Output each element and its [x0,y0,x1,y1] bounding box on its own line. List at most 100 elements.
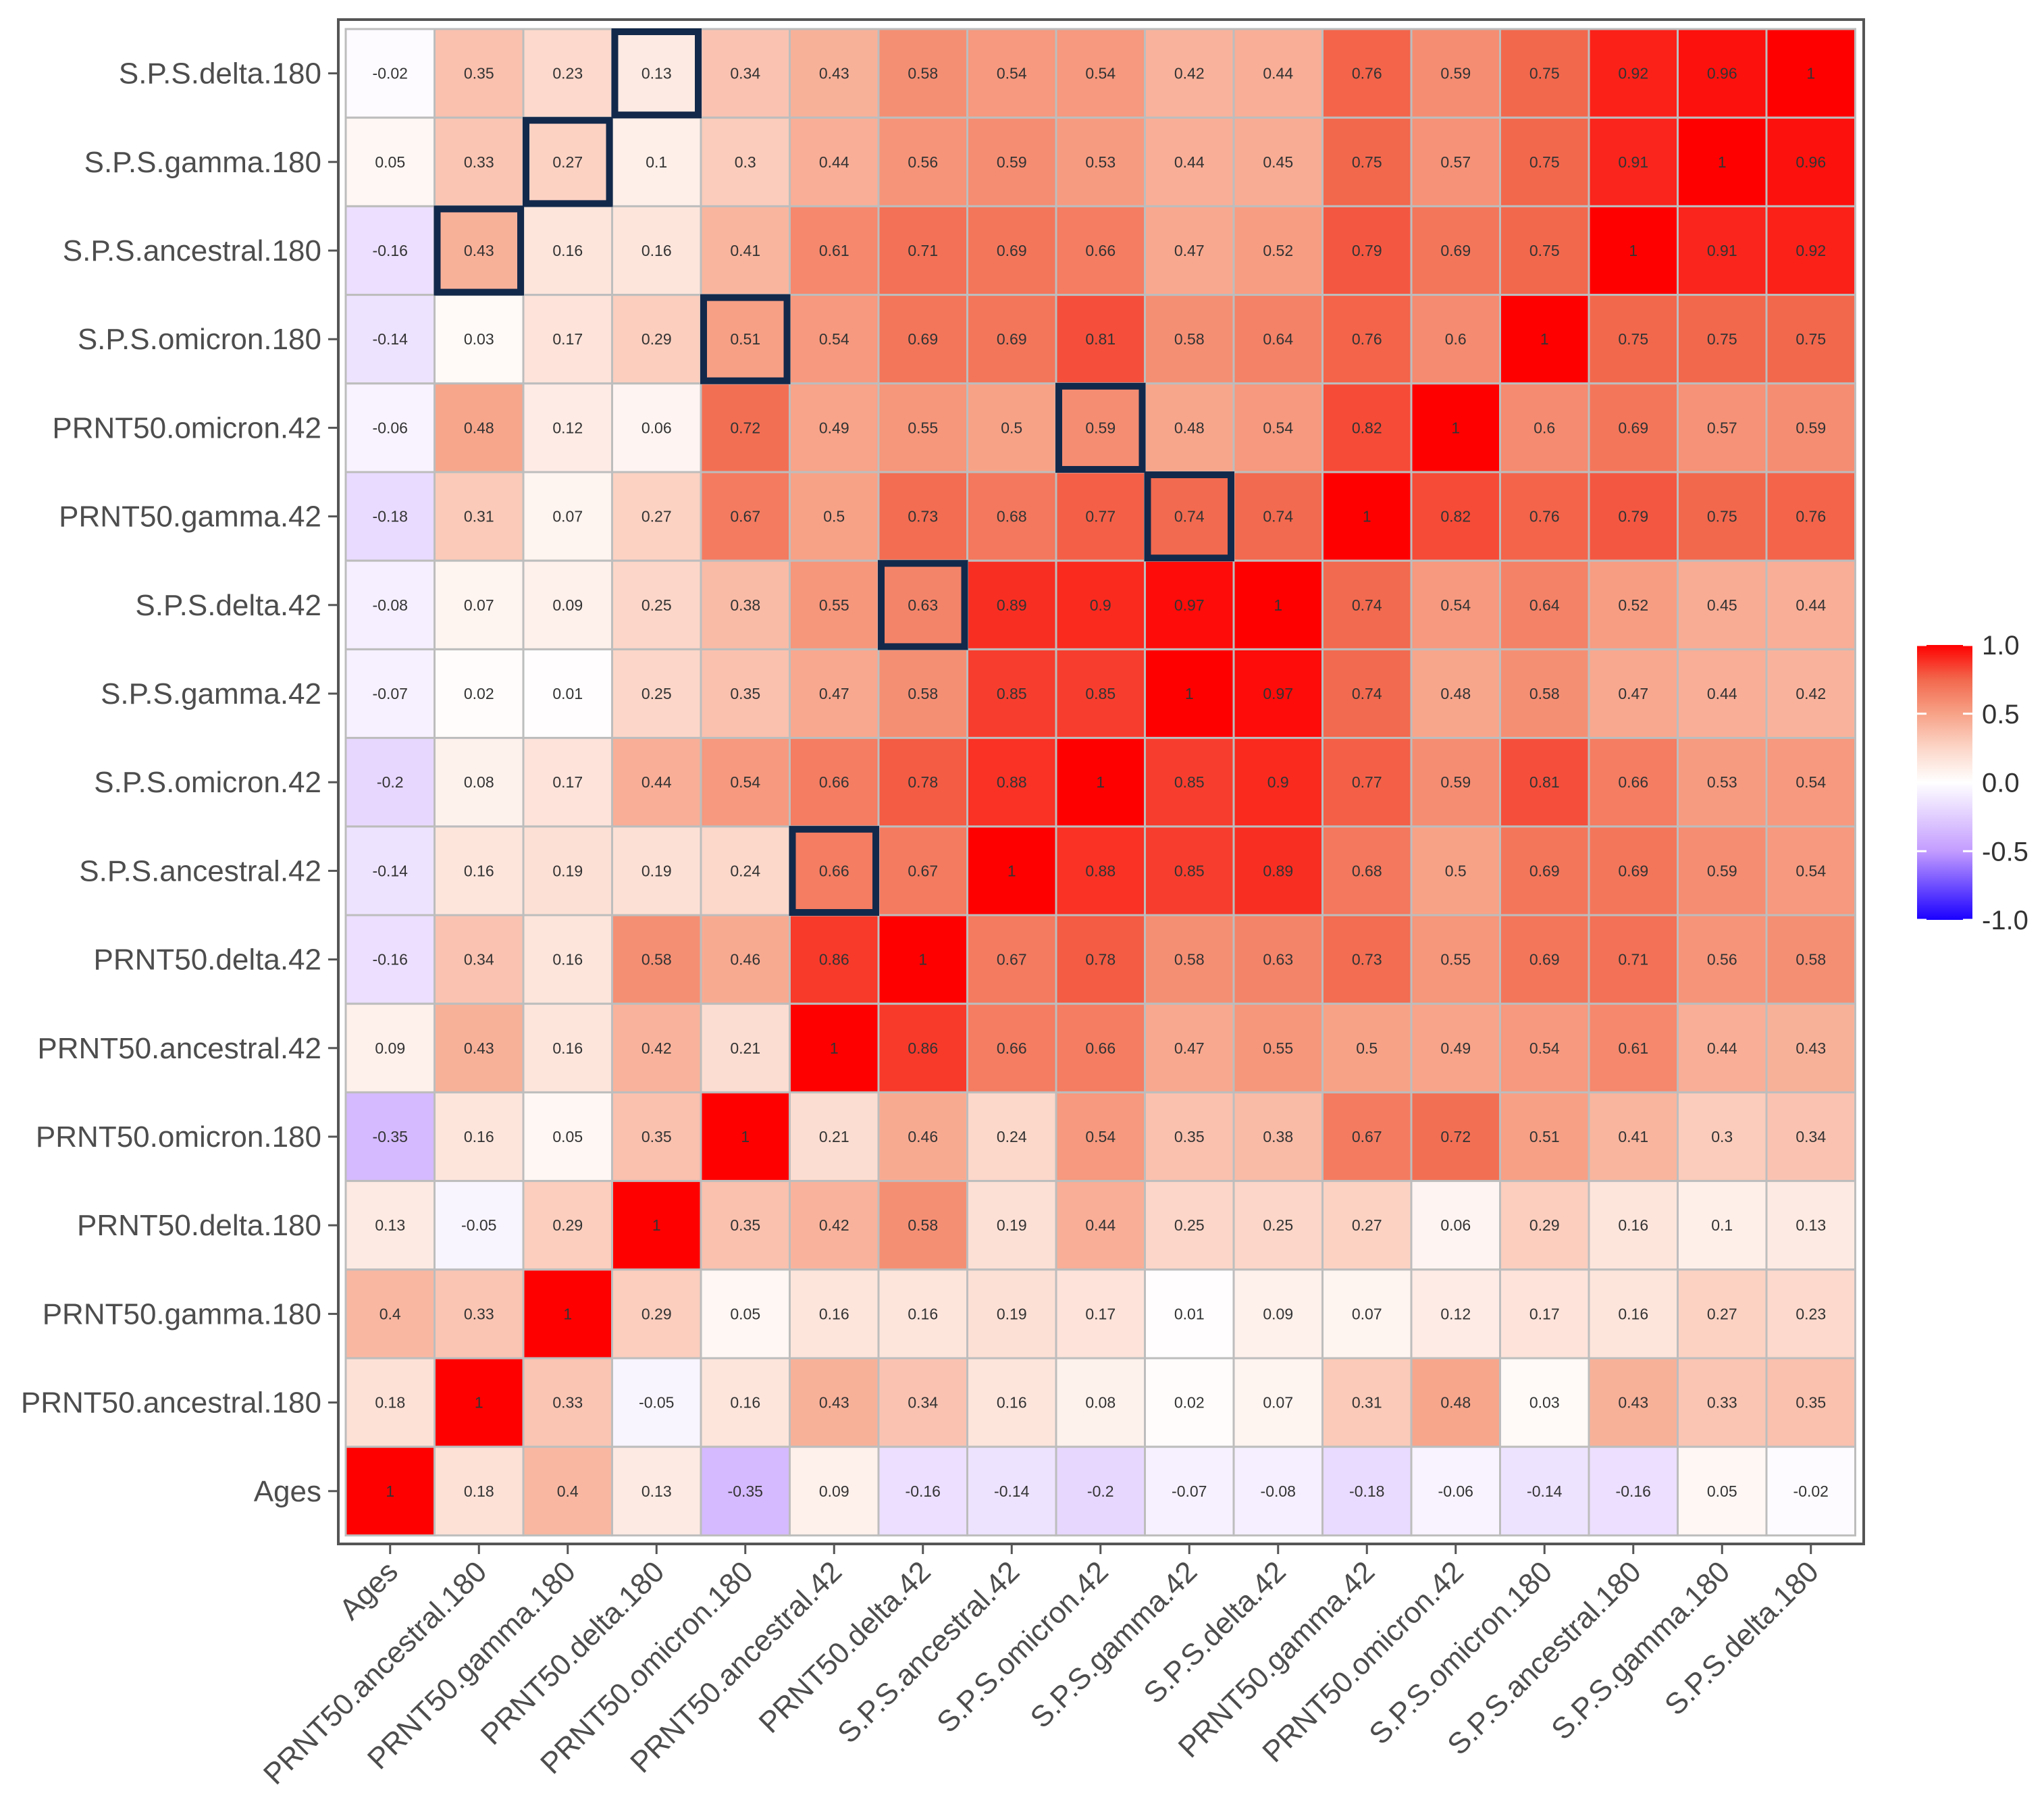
heatmap-cell [1144,205,1235,296]
heatmap-cell [1677,1445,1768,1536]
heatmap-cell [1677,1357,1768,1448]
cell-value-label: 0.21 [730,1039,760,1057]
cell-value-label: 0.24 [997,1128,1027,1145]
heatmap-cell [700,1445,791,1536]
heatmap-cell [877,1357,968,1448]
cell-value-label: 0.25 [641,596,672,614]
heatmap-cell [1765,1180,1856,1271]
heatmap-cell [1765,28,1856,119]
cell-value-label: 0.54 [1796,773,1826,791]
heatmap-cell [344,737,436,828]
heatmap-cell [1321,205,1413,296]
heatmap-cell [700,737,791,828]
y-axis: S.P.S.delta.180 S.P.S.gamma.180 S.P.S.ance… [21,57,338,1508]
cell-value-label: 0.43 [1796,1039,1826,1057]
heatmap-cell [1765,1268,1856,1360]
cell-value-label: 0.46 [908,1128,938,1145]
cell-value-label: 0.89 [997,596,1027,614]
cell-value-label: 0.35 [464,65,494,82]
cell-value-label: 0.38 [730,596,760,614]
cell-value-label: 0.48 [1174,419,1205,436]
cell-value-label: 1 [652,1216,661,1234]
cell-value-label: 0.54 [997,65,1027,82]
cell-value-label: 0.02 [1174,1394,1205,1412]
heatmap-cell [611,294,702,385]
cell-value-label: 0.56 [1707,951,1737,968]
heatmap-cell [1410,1091,1501,1183]
heatmap-cell [1321,382,1413,473]
cell-value-label: 0.58 [1174,330,1205,348]
cell-value-label: 0.35 [730,1216,760,1234]
y-tick-label: S.P.S.delta.42 [135,589,321,622]
cell-value-label: 0.51 [1529,1128,1560,1145]
heatmap-cell [789,1268,880,1360]
heatmap-cell [1499,737,1590,828]
cell-value-label: -0.2 [1087,1482,1114,1500]
heatmap-cell [344,382,436,473]
cell-value-label: 0.16 [997,1394,1027,1412]
heatmap-cell [1765,1357,1856,1448]
cell-value-label: 0.25 [1263,1216,1293,1234]
cell-value-label: 0.08 [464,773,494,791]
heatmap-cell [1499,648,1590,740]
heatmap-cell [611,1357,702,1448]
heatmap-cell [700,914,791,1005]
cell-value-label: 0.3 [1711,1128,1733,1145]
heatmap-cell [1499,1002,1590,1093]
highlight-box [700,294,791,384]
cell-value-label: 0.76 [1529,508,1560,525]
heatmap-cell [1677,471,1768,562]
cell-value-label: 0.43 [1618,1394,1648,1412]
cell-value-label: 0.31 [1352,1394,1382,1412]
cell-value-label: 1 [1185,685,1194,702]
cell-value-label: 0.34 [464,951,494,968]
cell-value-label: 0.07 [464,596,494,614]
heatmap-cell [1321,1445,1413,1536]
cell-value-label: 0.97 [1263,685,1293,702]
heatmap-cell [434,1357,525,1448]
cell-value-label: 0.69 [1529,862,1560,879]
legend-tick-label: 0.5 [1982,700,2020,729]
cell-value-label: -0.06 [1438,1482,1473,1500]
y-tick-label: PRNT50.omicron.180 [36,1120,321,1154]
heatmap-cell [434,737,525,828]
highlight-box [1144,471,1234,562]
heatmap-cell [522,1357,613,1448]
heatmap-cell [344,1002,436,1093]
cell-value-label: -0.14 [994,1482,1030,1500]
heatmap-cell [789,648,880,740]
heatmap-cell [522,294,613,385]
y-tick-label: PRNT50.delta.180 [77,1209,321,1242]
heatmap-cell [1232,1091,1324,1183]
heatmap-cell [966,205,1057,296]
heatmap-cell [1410,1180,1501,1271]
heatmap-cell [1765,205,1856,296]
cell-value-label: 0.92 [1796,242,1826,259]
cell-value-label: 0.47 [1174,242,1205,259]
cell-value-label: -0.14 [1527,1482,1563,1500]
y-tick-label: S.P.S.ancestral.42 [79,854,321,887]
heatmap-cell [1144,1268,1235,1360]
cell-value-label: 0.01 [1174,1305,1205,1322]
heatmap-cell [1144,737,1235,828]
cell-value-label: 0.47 [819,685,849,702]
heatmap-cell [1144,116,1235,207]
cell-value-label: 0.05 [730,1305,760,1322]
cell-value-label: 0.78 [1085,951,1116,968]
cell-value-label: 0.58 [1796,951,1826,968]
cell-value-label: 0.1 [1711,1216,1733,1234]
heatmap-cell [700,1180,791,1271]
cell-value-label: 0.49 [819,419,849,436]
cell-value-label: 0.44 [1707,1039,1737,1057]
heatmap-cell [434,1091,525,1183]
heatmap-cell [522,1002,613,1093]
heatmap-cell [1410,205,1501,296]
cell-value-label: 1 [1096,773,1105,791]
heatmap-cell [1232,205,1324,296]
cell-value-label: 0.64 [1529,596,1560,614]
cell-value-label: 0.55 [819,596,849,614]
heatmap-cell [1499,382,1590,473]
cell-value-label: 0.6 [1445,330,1467,348]
cell-value-label: 0.85 [1174,773,1205,791]
heatmap-cell [522,471,613,562]
